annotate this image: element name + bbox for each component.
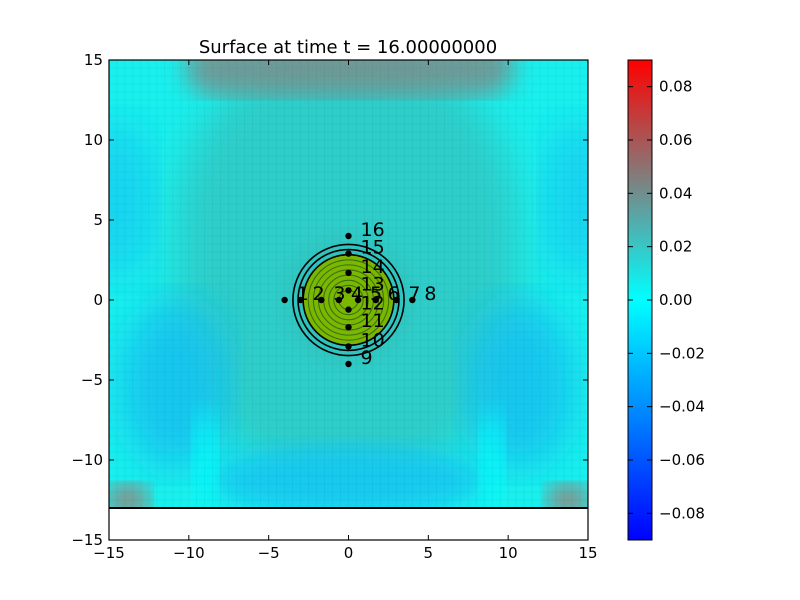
contour-line [312, 264, 385, 336]
colorbar-tick-label: −0.04 [659, 398, 705, 416]
colorbar-tick-label: 0.02 [659, 238, 692, 256]
gauge-label: 11 [361, 310, 385, 332]
cell-grid [109, 60, 588, 508]
gauge-marker [345, 360, 352, 368]
y-tick-label: 5 [93, 211, 103, 229]
chart-title: Surface at time t = 16.00000000 [199, 37, 497, 58]
y-tick-label: −10 [71, 451, 103, 469]
gauge-marker [345, 287, 352, 294]
colorbar-tick-label: 0.08 [659, 78, 692, 96]
gauge-label: 13 [361, 273, 385, 295]
gauge-marker [345, 306, 352, 313]
colorbar-tick-label: −0.06 [659, 451, 705, 469]
gauge-label: 14 [361, 256, 385, 278]
surface-top-band [185, 60, 515, 95]
gauge-marker [335, 296, 343, 304]
y-tick-label: 10 [84, 131, 103, 149]
x-tick-label: 5 [424, 544, 434, 562]
gauge-marker [345, 343, 352, 350]
colorbar-tick-label: 0.00 [659, 291, 692, 309]
colorbar: −0.08 −0.06 −0.04 −0.02 0.00 0.02 0.04 0.06 0.08 [627, 59, 705, 541]
colorbar-ticks: −0.08 −0.06 −0.04 −0.02 0.00 0.02 0.04 0.06 0.08 [628, 78, 705, 522]
x-axis: −15 −10 −5 0 5 10 15 [93, 60, 598, 562]
surface-ridge-right [480, 410, 504, 508]
gauge-marker [345, 324, 352, 331]
colorbar-tick-label: 0.06 [659, 131, 692, 149]
gauge-marker [345, 269, 352, 276]
surface-corner-right [546, 484, 588, 508]
surface-ridge-left [193, 410, 217, 508]
colorbar-tick-label: −0.08 [659, 504, 705, 522]
x-tick-label: −15 [93, 544, 125, 562]
gauge-marker [345, 250, 352, 257]
x-tick-label: 15 [578, 544, 597, 562]
gauge-label: 9 [361, 347, 373, 369]
x-tick-label: 10 [499, 544, 518, 562]
surface-trough-edge-left [109, 120, 155, 280]
gauge-marker [318, 296, 325, 304]
gauge-label: 12 [361, 293, 385, 315]
surface-corner-left [109, 484, 150, 508]
contour-line [328, 279, 369, 321]
y-tick-label: −5 [81, 371, 103, 389]
gauge-marker [297, 296, 304, 304]
surface-trough-bottom [213, 445, 483, 508]
contour-line [292, 243, 405, 357]
contour-line [307, 259, 390, 341]
y-tick-label: 15 [84, 51, 103, 69]
contour-line [333, 284, 364, 316]
gauge-marker [372, 296, 379, 304]
colorbar-tick-label: −0.02 [659, 344, 705, 362]
gauge-marker [345, 232, 352, 240]
gauge-label: 15 [361, 237, 385, 259]
gauge-marker [409, 296, 416, 304]
land-fill [303, 255, 394, 345]
x-tick-label: −5 [258, 544, 280, 562]
gauge-label: 16 [361, 219, 385, 241]
colorbar-tick-label: 0.04 [659, 184, 692, 202]
y-axis: −15 −10 −5 0 5 10 15 [71, 51, 588, 549]
x-tick-label: 0 [344, 544, 354, 562]
land-region [303, 255, 394, 345]
gauge-label: 10 [361, 329, 385, 351]
gauge-marker [281, 296, 288, 304]
surface-trough-edge-right [543, 120, 588, 280]
y-tick-label: −15 [71, 531, 103, 549]
gauge-marker [393, 296, 400, 304]
x-tick-label: −10 [173, 544, 205, 562]
gauge-label: 8 [424, 283, 436, 305]
gauge-marker [354, 296, 362, 304]
y-tick-label: 0 [93, 291, 103, 309]
